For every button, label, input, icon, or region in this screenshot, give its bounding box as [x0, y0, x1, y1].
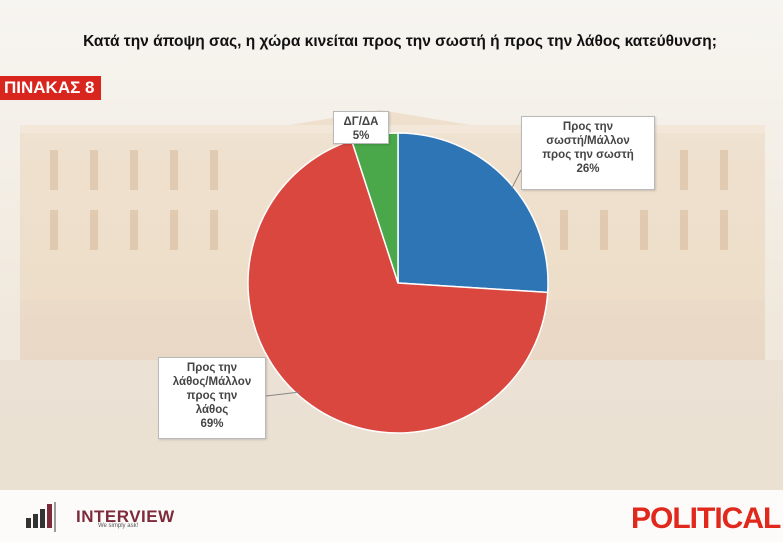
callout-leader-line — [511, 169, 522, 189]
table-number-badge: ΠΙΝΑΚΑΣ 8 — [0, 76, 101, 100]
interview-logo-icon — [26, 502, 56, 532]
slice-data-label: Προς την σωστή/Μάλλον προς την σωστή 26% — [521, 116, 655, 190]
slice-data-label: Προς την λάθος/Μάλλον προς την λάθος 69% — [158, 357, 266, 439]
slice-label-text: σωστή/Μάλλον — [546, 135, 630, 147]
slice-label-text: λάθος/Μάλλον — [172, 376, 252, 388]
slice-label-text: προς την — [186, 390, 238, 402]
interview-logo: INTERVIEW We simply ask! — [24, 497, 175, 537]
political-logo: POLITICAL — [631, 502, 781, 535]
chart-title: Κατά την άποψη σας, η χώρα κινείται προς… — [83, 33, 717, 50]
slice-label-text: προς την σωστή — [542, 149, 634, 161]
interview-logo-tagline: We simply ask! — [98, 523, 139, 529]
slice-value-label: 26% — [576, 163, 600, 175]
slice-label-text: Προς την — [186, 362, 238, 374]
slice-label-text: Προς την — [562, 121, 614, 133]
pie-slice — [397, 132, 549, 294]
slice-data-label: ΔΓ/ΔΑ 5% — [333, 111, 389, 144]
slice-label-text: ΔΓ/ΔΑ — [343, 116, 379, 128]
slice-label-text: λάθος — [195, 404, 229, 416]
callout-leader-line — [265, 391, 301, 397]
slice-value-label: 5% — [352, 130, 370, 142]
pie-slice — [247, 139, 549, 434]
interview-logo-name: INTERVIEW — [76, 507, 175, 526]
slice-value-label: 69% — [200, 418, 224, 430]
